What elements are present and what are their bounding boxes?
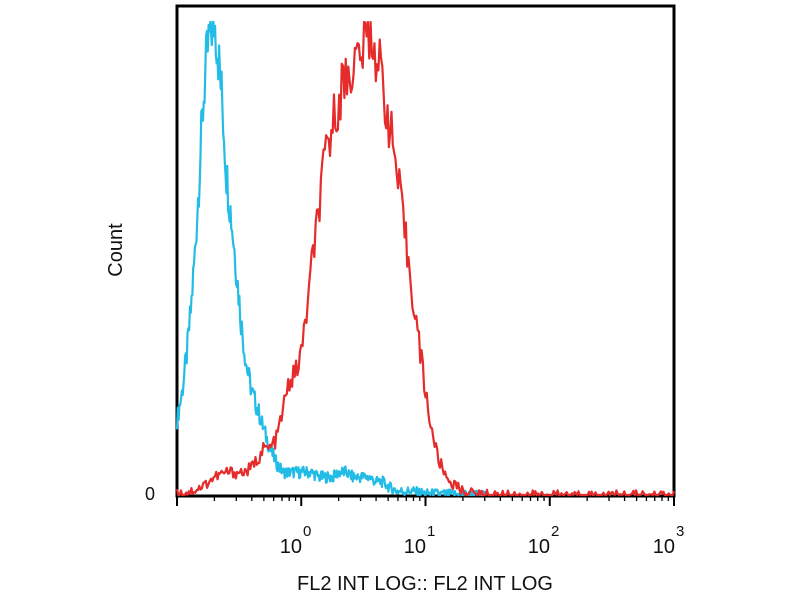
x-axis-ticks: [176, 497, 675, 506]
x-tick-exponent: 3: [676, 523, 684, 540]
x-tick-base: 10: [404, 536, 426, 558]
x-tick-base: 10: [528, 536, 550, 558]
x-tick-base: 10: [280, 536, 302, 558]
x-tick-label: 10 3: [653, 523, 685, 558]
y-tick-label: 0: [145, 484, 155, 504]
x-axis-label: FL2 INT LOG:: FL2 INT LOG: [297, 573, 553, 595]
series-line: [175, 20, 676, 497]
x-tick-label: 10 2: [528, 523, 560, 558]
plot-frame: [175, 4, 676, 498]
x-tick-base: 10: [653, 536, 675, 558]
series-layer: [175, 20, 676, 497]
x-tick-label: 10 0: [280, 523, 312, 558]
x-tick-label: 10 1: [404, 523, 436, 558]
x-tick-exponent: 1: [427, 523, 435, 540]
y-axis-label: Count: [105, 223, 127, 277]
x-tick-exponent: 2: [551, 523, 559, 540]
series-line: [175, 20, 486, 497]
x-tick-exponent: 0: [303, 523, 311, 540]
